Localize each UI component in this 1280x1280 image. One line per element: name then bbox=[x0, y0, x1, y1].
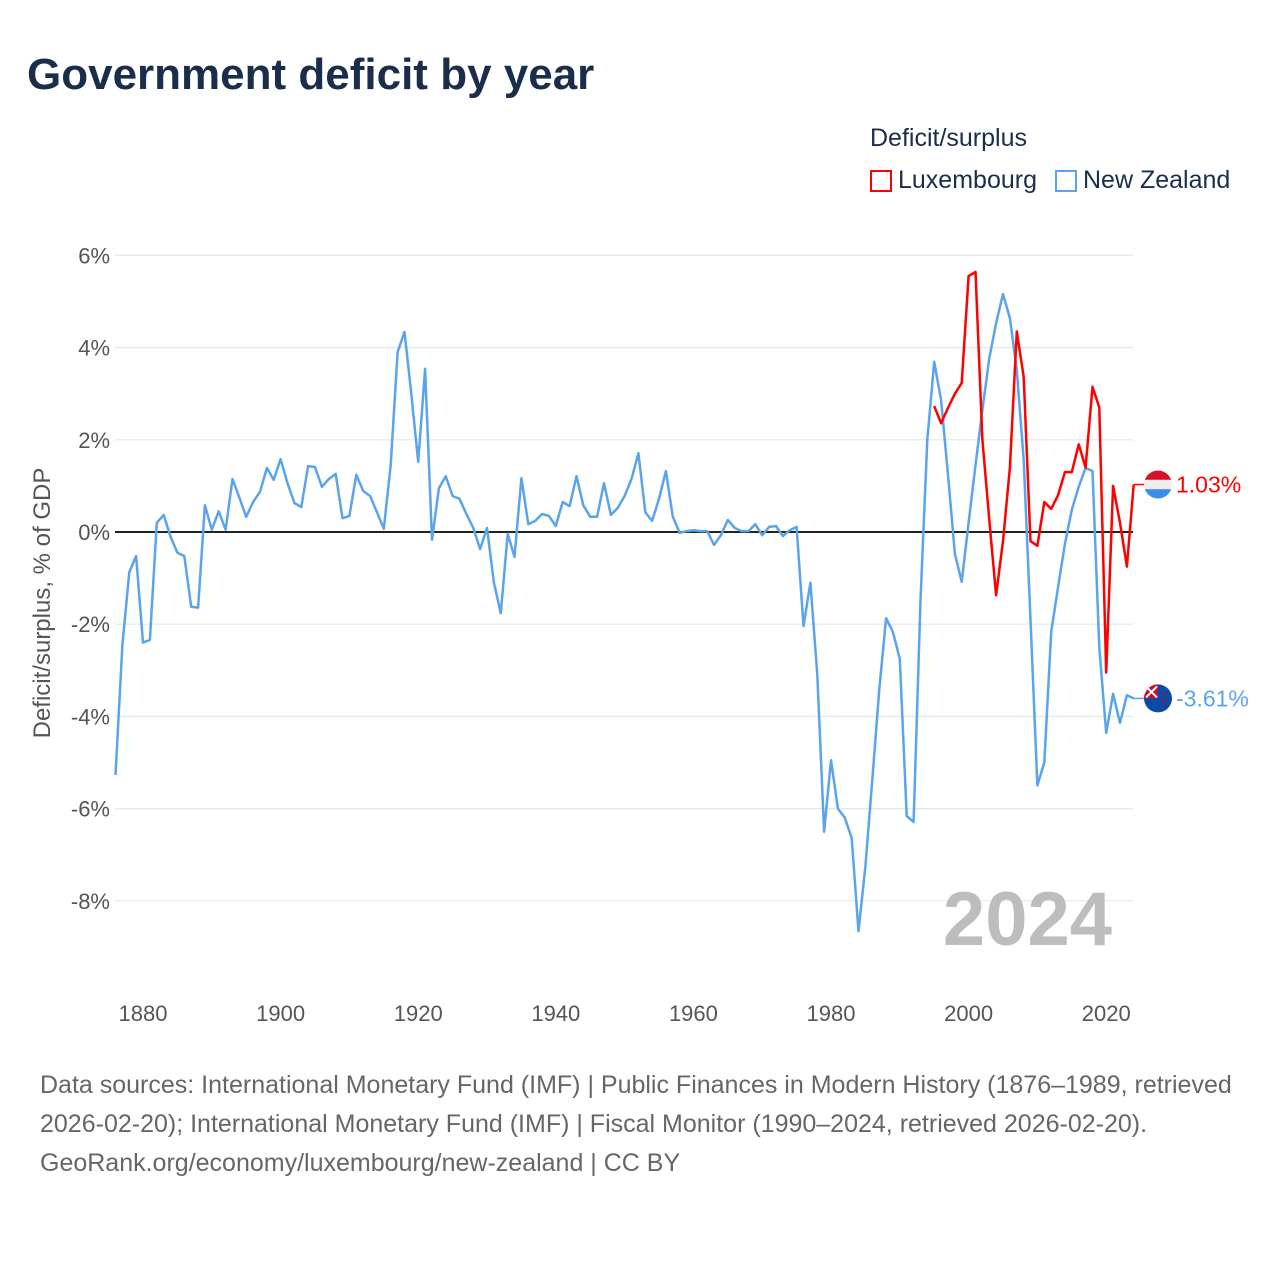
y-tick-label: 0% bbox=[78, 520, 110, 545]
legend-item-luxembourg[interactable]: Luxembourg bbox=[870, 166, 1037, 195]
chart-title: Government deficit by year bbox=[27, 50, 595, 99]
x-tick-label: 1980 bbox=[807, 1001, 856, 1026]
legend-title: Deficit/surplus bbox=[870, 124, 1027, 152]
y-tick-label: -4% bbox=[71, 704, 110, 729]
legend-swatch-new-zealand bbox=[1054, 169, 1077, 192]
x-tick-label: 2000 bbox=[944, 1001, 993, 1026]
new-zealand-flag-icon bbox=[1144, 684, 1172, 713]
legend-label: Luxembourg bbox=[898, 166, 1037, 194]
legend-swatch-luxembourg bbox=[870, 169, 892, 192]
luxembourg-flag-icon bbox=[1144, 470, 1172, 499]
series-line-luxembourg[interactable] bbox=[933, 270, 1135, 674]
credit-link[interactable]: GeoRank.org/economy/luxembourg/new-zeala… bbox=[40, 1149, 681, 1177]
x-tick-label: 1880 bbox=[119, 1001, 168, 1026]
year-watermark: 2024 bbox=[943, 877, 1112, 962]
y-axis-label: Deficit/surplus, % of GDP bbox=[29, 468, 56, 739]
end-value-label: 1.03% bbox=[1176, 472, 1241, 498]
x-tick-label: 1920 bbox=[394, 1001, 443, 1026]
legend-item-new-zealand[interactable]: New Zealand bbox=[1054, 166, 1231, 195]
series-line-new-zealand[interactable] bbox=[114, 292, 1135, 933]
footer: Data sources: International Monetary Fun… bbox=[40, 1066, 1240, 1183]
x-tick-label: 1940 bbox=[531, 1001, 580, 1026]
y-tick-label: 2% bbox=[78, 428, 110, 453]
legend: Luxembourg New Zealand bbox=[870, 166, 1230, 195]
legend-label: New Zealand bbox=[1082, 166, 1231, 194]
line-chart: 6% 4% 2% 0% -2% -4% -6% -8% 1880 1900 1920 1940 1960… bbox=[29, 243, 1249, 1026]
end-value-label: -3.61% bbox=[1176, 685, 1249, 711]
x-tick-label: 2020 bbox=[1082, 1001, 1131, 1026]
y-tick-label: -6% bbox=[71, 797, 110, 822]
data-sources: Data sources: International Monetary Fun… bbox=[40, 1071, 1232, 1138]
x-tick-label: 1960 bbox=[669, 1001, 718, 1026]
y-tick-label: -2% bbox=[71, 612, 110, 637]
y-tick-label: 4% bbox=[78, 336, 110, 361]
y-tick-label: 6% bbox=[78, 243, 110, 268]
x-tick-label: 1900 bbox=[256, 1001, 305, 1026]
y-tick-label: -8% bbox=[71, 889, 110, 914]
